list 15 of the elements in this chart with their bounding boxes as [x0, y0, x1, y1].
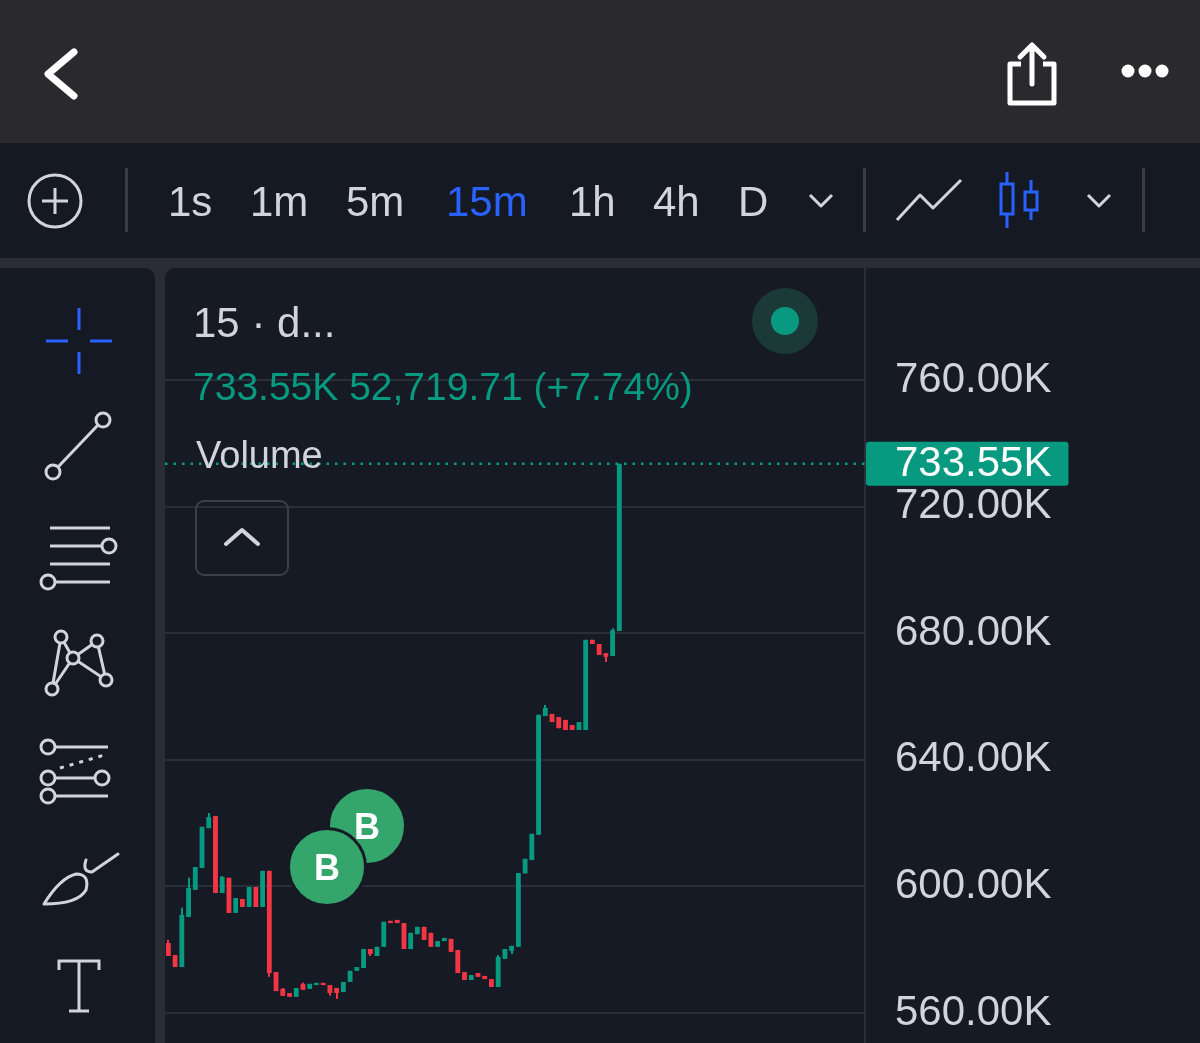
annotation: Volume: [196, 434, 323, 476]
y-tick-label: 760.00K: [895, 353, 1052, 401]
y-tick-label: 600.00K: [895, 859, 1052, 907]
annotation: 15 · d...: [193, 299, 336, 346]
text: 4h: [653, 178, 700, 225]
text: 5m: [346, 178, 405, 225]
text: 1m: [250, 178, 309, 225]
y-tick-label: 640.00K: [895, 733, 1052, 781]
text: 1h: [569, 178, 616, 225]
y-tick-label: 680.00K: [895, 606, 1052, 654]
y-tick-label: 560.00K: [895, 986, 1052, 1034]
text: D: [738, 178, 769, 225]
text: 1s: [168, 178, 213, 225]
text: 15m: [446, 178, 528, 225]
text: 733.55K 52,719.71 (+7.74%): [193, 365, 693, 408]
